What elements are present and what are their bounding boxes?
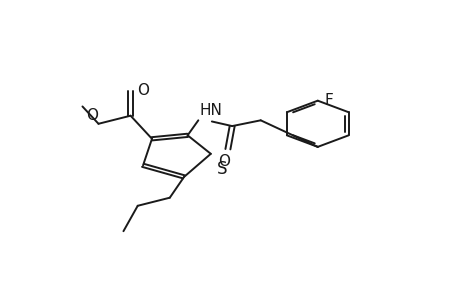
Text: O: O [218, 154, 230, 169]
Text: F: F [324, 93, 332, 108]
Text: S: S [217, 160, 227, 178]
Text: HN: HN [199, 103, 221, 118]
Text: O: O [137, 83, 149, 98]
Text: O: O [85, 108, 98, 123]
